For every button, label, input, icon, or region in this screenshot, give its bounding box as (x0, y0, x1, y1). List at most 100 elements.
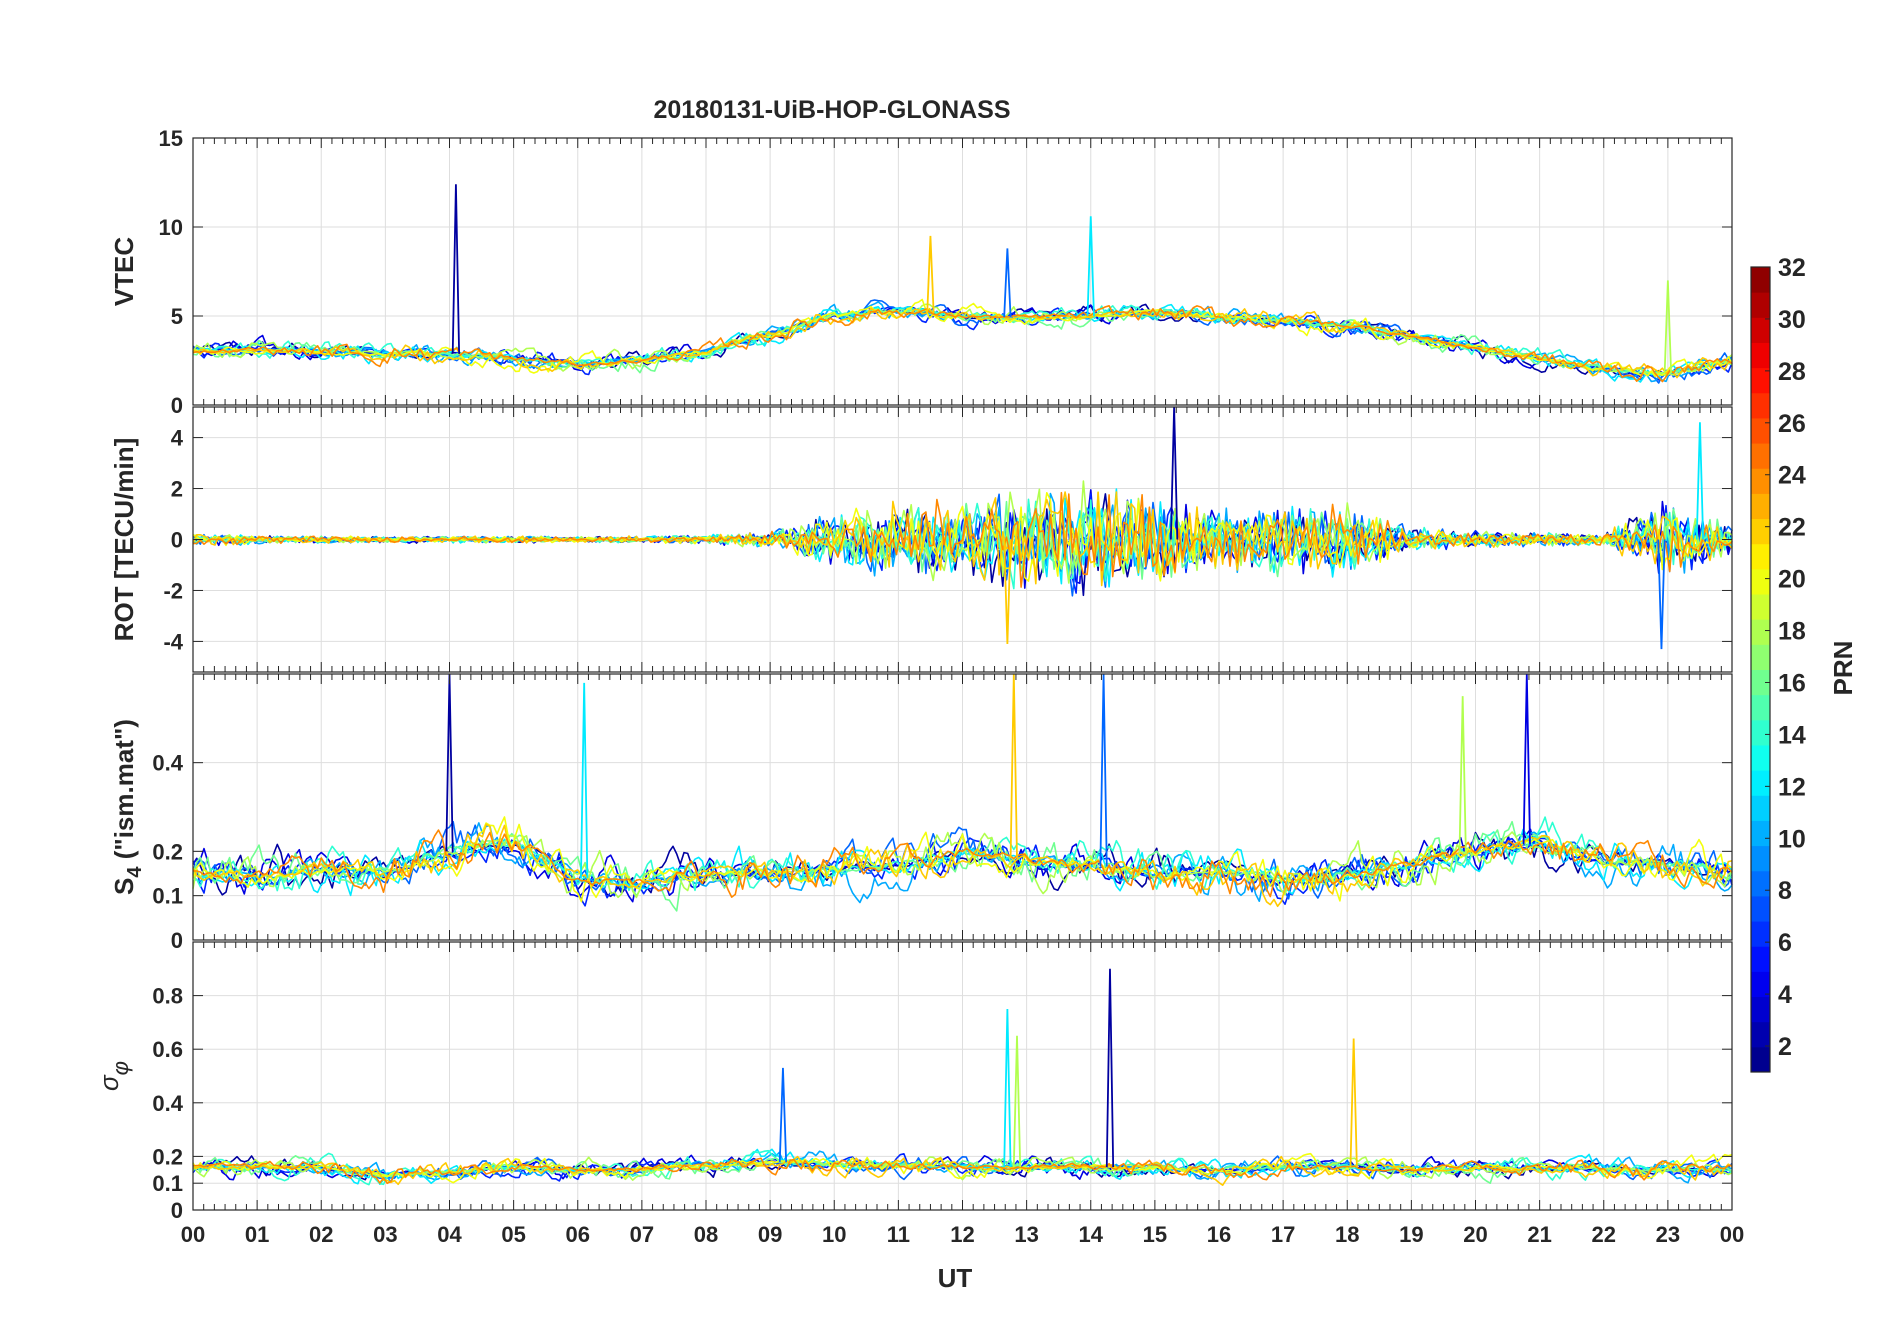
y-tick-label: 0.1 (152, 1171, 183, 1196)
x-tick-label: 21 (1527, 1222, 1551, 1247)
colorbar-swatch (1751, 895, 1770, 922)
series-group (192, 673, 1733, 912)
x-tick-label: 03 (373, 1222, 397, 1247)
series-line-prn-16 (192, 1155, 1733, 1184)
series-line-prn-12 (192, 828, 1733, 897)
y-axis-label-main: S (109, 878, 139, 895)
y-tick-label: 0.8 (152, 984, 183, 1009)
colorbar-swatch (1751, 770, 1770, 796)
colorbar-swatch (1751, 292, 1770, 318)
x-tick-label: 13 (1014, 1222, 1038, 1247)
colorbar-tick-label: 18 (1778, 618, 1806, 646)
colorbar-swatch (1751, 870, 1770, 897)
spike-line (1105, 968, 1115, 1168)
x-tick-label: 05 (501, 1222, 525, 1247)
colorbar-swatch (1751, 694, 1770, 721)
x-tick-label: 19 (1399, 1222, 1423, 1247)
x-tick-label: 09 (758, 1222, 782, 1247)
colorbar-frame (1750, 266, 1771, 1073)
spike-line (1012, 1035, 1022, 1168)
colorbar-tick-label: 26 (1778, 410, 1806, 438)
colorbar-swatch (1751, 267, 1770, 293)
spike-line (1003, 539, 1012, 644)
y-tick-label: 0 (171, 928, 183, 953)
x-tick-label: 12 (950, 1222, 974, 1247)
colorbar-tick-label: 14 (1778, 721, 1806, 749)
x-tick-label: 14 (1079, 1222, 1104, 1247)
series-line-prn-20 (192, 298, 1733, 378)
x-tick-label: 16 (1207, 1222, 1231, 1247)
y-tick-label: 0 (171, 1198, 183, 1223)
y-tick-label: 0.6 (152, 1037, 183, 1062)
y-tick-label: -4 (163, 629, 183, 654)
colorbar-swatch (1751, 971, 1770, 998)
colorbar-tick-label: 2 (1778, 1033, 1792, 1061)
y-tick-label: 0.2 (152, 839, 183, 864)
y-axis-label: VTEC (109, 237, 139, 307)
colorbar-swatch (1751, 644, 1770, 670)
colorbar-tick-label: 22 (1778, 514, 1806, 542)
y-axis-label: ROT [TECU/min] (109, 438, 139, 642)
colorbar-tick-label: 24 (1778, 462, 1806, 490)
x-tick-label: 07 (630, 1222, 654, 1247)
spike-line (1695, 422, 1705, 540)
colorbar-tick-label: 16 (1778, 669, 1806, 697)
spike-line (1458, 696, 1467, 855)
vtec-panel: 0 5 10 15 VTEC (109, 126, 1733, 418)
colorbar-tick-label: 8 (1778, 877, 1792, 905)
colorbar-swatch (1751, 543, 1770, 570)
series-group (192, 406, 1733, 650)
colorbar-tick-label: 28 (1778, 358, 1806, 386)
series-line-prn-24 (192, 829, 1733, 898)
colorbar-swatch (1751, 820, 1770, 847)
sigma-phi-panel: 00.10.2 0.4 0.6 0.8 σφ 00 01 02 03 04 05 06 07 08 09 10… (94, 941, 1744, 1247)
x-axis-label: UT (938, 1263, 973, 1293)
colorbar-tick-label: 12 (1778, 773, 1806, 801)
x-tick-label: 15 (1143, 1222, 1167, 1247)
series-line-prn-22 (192, 491, 1733, 587)
y-axis-label-subscript: φ (108, 1061, 133, 1075)
colorbar-swatch (1751, 317, 1770, 343)
y-tick-label: 15 (159, 126, 183, 151)
y-tick-label: 5 (171, 304, 183, 329)
series-line-prn-16 (192, 820, 1733, 912)
y-tick-label: -2 (163, 578, 183, 603)
y-tick-label: 0 (171, 528, 183, 553)
colorbar-swatch (1751, 367, 1770, 394)
x-tick-label: 22 (1592, 1222, 1616, 1247)
y-tick-label: 2 (171, 477, 183, 502)
y-tick-label: 10 (159, 215, 183, 240)
chart-title: 20180131-UiB-HOP-GLONASS (653, 96, 1010, 124)
colorbar-tick-label: 30 (1778, 306, 1806, 334)
y-tick-label: 0.4 (152, 751, 183, 776)
colorbar-swatch (1751, 719, 1770, 746)
spike-line (926, 235, 935, 314)
colorbar-swatch (1751, 795, 1770, 821)
colorbar-swatch (1751, 443, 1770, 469)
x-tick-label: 17 (1271, 1222, 1295, 1247)
colorbar-swatch (1751, 342, 1770, 369)
colorbar-tick-label: 6 (1778, 929, 1792, 957)
colorbar-tick-label: 4 (1778, 981, 1792, 1009)
y-axis-label-main: σ (94, 1074, 124, 1091)
spike-line (1003, 248, 1012, 318)
colorbar-swatch (1751, 493, 1770, 520)
series-line-prn-24 (192, 304, 1733, 383)
series-line-prn-20 (192, 816, 1733, 903)
colorbar-swatch (1751, 1046, 1770, 1073)
x-tick-label: 08 (694, 1222, 718, 1247)
colorbar-swatch (1751, 1021, 1770, 1048)
x-tick-label: 06 (566, 1222, 590, 1247)
colorbar-tick-label: 10 (1778, 825, 1806, 853)
y-axis-label: σφ (94, 1061, 133, 1091)
x-tick-label: 00 (181, 1222, 205, 1247)
series-group (192, 184, 1733, 384)
x-tick-label: 02 (309, 1222, 333, 1247)
colorbar-swatch (1751, 946, 1770, 972)
spike-line (1086, 216, 1095, 317)
spike-line (1003, 1008, 1012, 1168)
x-tick-label: 18 (1335, 1222, 1359, 1247)
y-axis-label-subscript: 4 (124, 866, 146, 878)
colorbar-swatch (1751, 417, 1770, 444)
